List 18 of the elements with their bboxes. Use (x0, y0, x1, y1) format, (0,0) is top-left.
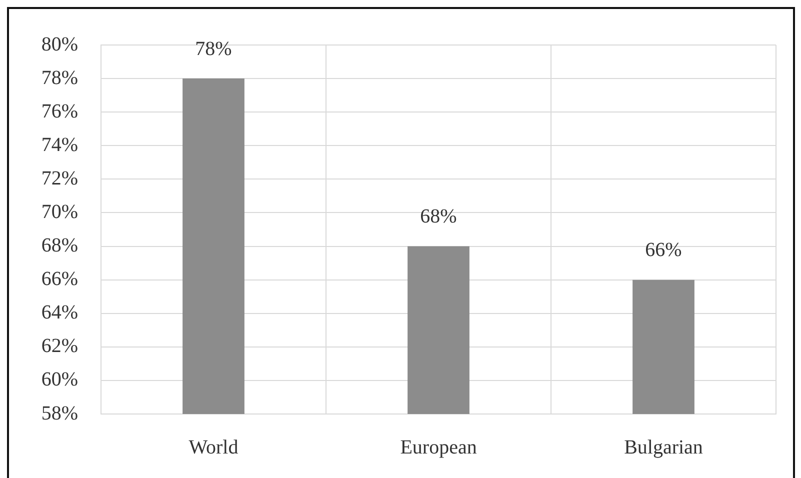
data-label: 68% (420, 206, 457, 228)
y-tick-label: 70% (41, 200, 78, 223)
x-tick-label: Bulgarian (624, 436, 703, 458)
y-tick-label: 62% (41, 335, 78, 358)
y-tick-label: 72% (41, 167, 78, 190)
y-tick-label: 78% (41, 66, 78, 89)
y-tick-label: 80% (41, 33, 78, 56)
y-tick-label: 66% (41, 268, 78, 290)
data-label: 66% (645, 239, 682, 262)
y-tick-label: 76% (41, 100, 78, 122)
y-tick-label: 68% (41, 234, 78, 257)
x-tick-label: World (188, 436, 238, 458)
data-label: 78% (195, 38, 232, 60)
y-tick-label: 74% (41, 134, 78, 156)
y-tick-label: 60% (41, 368, 78, 391)
y-tick-label: 64% (41, 302, 78, 324)
y-tick-label: 58% (41, 402, 78, 424)
x-tick-label: European (400, 436, 477, 458)
